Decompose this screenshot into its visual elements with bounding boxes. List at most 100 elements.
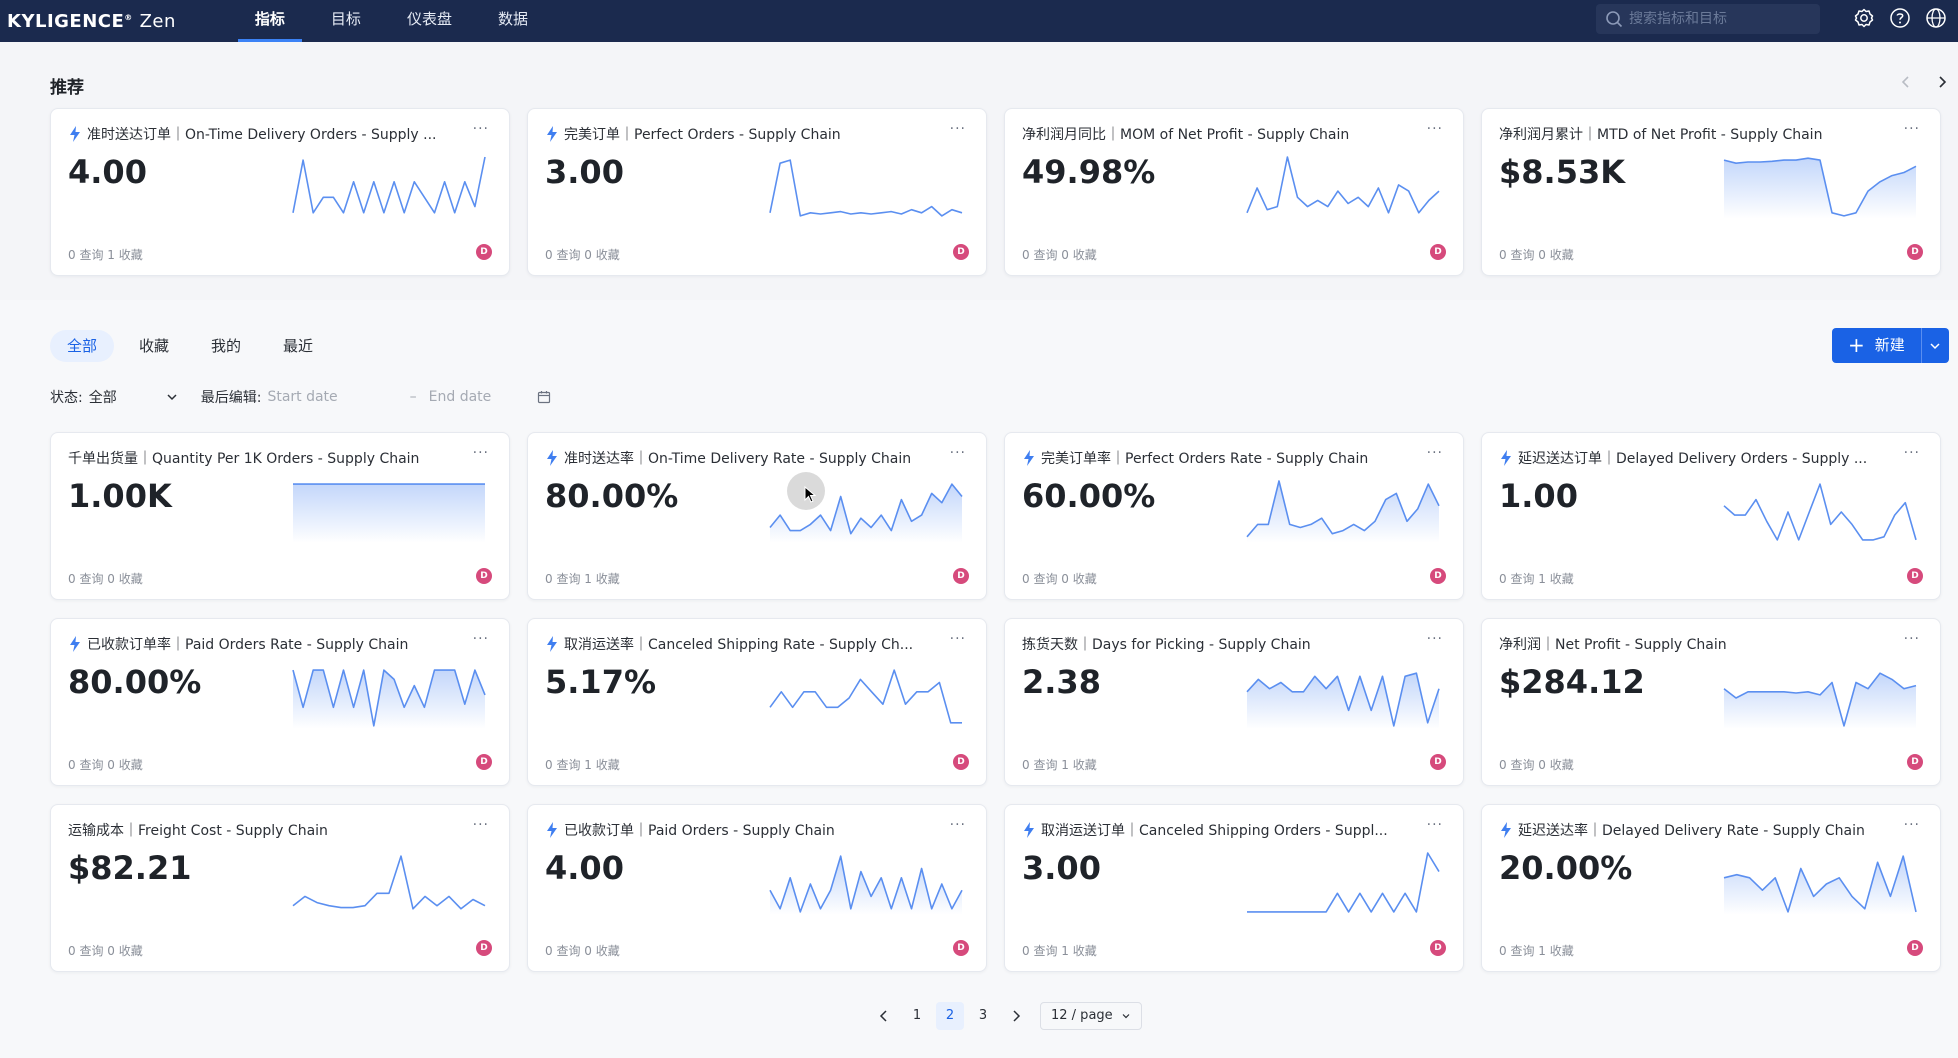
tab-mine[interactable]: 我的 xyxy=(211,337,242,355)
sparkline-chart xyxy=(292,855,486,910)
metric-title[interactable]: 准时送达订单｜On-Time Delivery Orders - Supply … xyxy=(68,124,448,144)
owner-avatar[interactable]: D xyxy=(1907,568,1923,584)
more-options-icon[interactable]: ··· xyxy=(1903,817,1920,833)
metric-card[interactable]: 千单出货量｜Quantity Per 1K Orders - Supply Ch… xyxy=(50,432,510,600)
owner-avatar[interactable]: D xyxy=(1430,568,1446,584)
status-label: 状态: xyxy=(50,390,83,406)
more-options-icon[interactable]: ··· xyxy=(1903,631,1920,647)
more-options-icon[interactable]: ··· xyxy=(1903,445,1920,461)
metric-card[interactable]: 准时送达订单｜On-Time Delivery Orders - Supply … xyxy=(50,108,510,276)
metric-card[interactable]: 净利润月累计｜MTD of Net Profit - Supply Chain ·… xyxy=(1481,108,1941,276)
metric-card[interactable]: 完美订单率｜Perfect Orders Rate - Supply Chain… xyxy=(1004,432,1464,600)
more-options-icon[interactable]: ··· xyxy=(472,121,489,137)
more-options-icon[interactable]: ··· xyxy=(1426,817,1443,833)
chevron-right-icon[interactable] xyxy=(1932,72,1952,92)
owner-avatar[interactable]: D xyxy=(953,568,969,584)
status-select[interactable]: 全部 xyxy=(89,387,179,407)
metric-title-text: 准时送达订单｜On-Time Delivery Orders - Supply … xyxy=(87,127,437,143)
metric-title[interactable]: 净利润月同比｜MOM of Net Profit - Supply Chain xyxy=(1022,124,1402,144)
owner-avatar[interactable]: D xyxy=(476,568,492,584)
owner-avatar[interactable]: D xyxy=(476,754,492,770)
prev-page-icon[interactable] xyxy=(870,1002,898,1030)
metric-title[interactable]: 准时送达率｜On-Time Delivery Rate - Supply Cha… xyxy=(545,448,925,468)
metric-card[interactable]: 延迟送达率｜Delayed Delivery Rate - Supply Cha… xyxy=(1481,804,1941,972)
new-button[interactable]: + 新建 xyxy=(1832,328,1921,363)
more-options-icon[interactable]: ··· xyxy=(1903,121,1920,137)
metric-title[interactable]: 完美订单率｜Perfect Orders Rate - Supply Chain xyxy=(1022,448,1402,468)
more-options-icon[interactable]: ··· xyxy=(1426,445,1443,461)
page-3[interactable]: 3 xyxy=(978,1008,988,1023)
metric-card[interactable]: 已收款订单｜Paid Orders - Supply Chain ··· 4.00 0… xyxy=(527,804,987,972)
metric-title[interactable]: 拣货天数｜Days for Picking - Supply Chain xyxy=(1022,634,1402,654)
metric-card[interactable]: 净利润月同比｜MOM of Net Profit - Supply Chain ·… xyxy=(1004,108,1464,276)
help-icon[interactable] xyxy=(1889,7,1911,29)
owner-avatar[interactable]: D xyxy=(476,940,492,956)
metric-card[interactable]: 取消运送率｜Canceled Shipping Rate - Supply Ch… xyxy=(527,618,987,786)
search-input[interactable] xyxy=(1629,11,1809,27)
gear-icon[interactable] xyxy=(1853,7,1875,29)
metric-title[interactable]: 延迟送达订单｜Delayed Delivery Orders - Supply … xyxy=(1499,448,1879,468)
metric-card[interactable]: 取消运送订单｜Canceled Shipping Orders - Suppl.… xyxy=(1004,804,1464,972)
page-1[interactable]: 1 xyxy=(912,1008,922,1023)
metric-title[interactable]: 已收款订单率｜Paid Orders Rate - Supply Chain xyxy=(68,634,448,654)
end-date-input[interactable]: End date xyxy=(428,389,492,405)
nav-goals[interactable]: 目标 xyxy=(330,10,361,28)
owner-avatar[interactable]: D xyxy=(1430,244,1446,260)
metric-card[interactable]: 准时送达率｜On-Time Delivery Rate - Supply Cha… xyxy=(527,432,987,600)
more-options-icon[interactable]: ··· xyxy=(472,445,489,461)
owner-avatar[interactable]: D xyxy=(1430,754,1446,770)
owner-avatar[interactable]: D xyxy=(1907,940,1923,956)
start-date-input[interactable]: Start date xyxy=(267,389,338,405)
metric-title[interactable]: 千单出货量｜Quantity Per 1K Orders - Supply Ch… xyxy=(68,448,448,468)
globe-icon[interactable] xyxy=(1925,7,1947,29)
more-options-icon[interactable]: ··· xyxy=(1426,631,1443,647)
metric-card[interactable]: 延迟送达订单｜Delayed Delivery Orders - Supply … xyxy=(1481,432,1941,600)
global-search[interactable] xyxy=(1596,4,1820,34)
metric-title[interactable]: 取消运送率｜Canceled Shipping Rate - Supply Ch… xyxy=(545,634,925,654)
metric-card[interactable]: 运输成本｜Freight Cost - Supply Chain ··· $82.2… xyxy=(50,804,510,972)
metric-title[interactable]: 延迟送达率｜Delayed Delivery Rate - Supply Cha… xyxy=(1499,820,1879,840)
metric-card[interactable]: 拣货天数｜Days for Picking - Supply Chain ··· 2… xyxy=(1004,618,1464,786)
app-logo[interactable]: KYLIGENCE® Zen xyxy=(7,10,176,32)
owner-avatar[interactable]: D xyxy=(1430,940,1446,956)
sparkline-chart xyxy=(1246,672,1440,729)
more-options-icon[interactable]: ··· xyxy=(949,631,966,647)
new-dropdown-button[interactable] xyxy=(1920,328,1949,363)
page-2[interactable]: 2 xyxy=(936,1002,964,1030)
owner-avatar[interactable]: D xyxy=(1907,754,1923,770)
metric-title[interactable]: 净利润｜Net Profit - Supply Chain xyxy=(1499,634,1879,654)
page-size-select[interactable]: 12 / page xyxy=(1040,1002,1142,1030)
tab-favorites[interactable]: 收藏 xyxy=(139,337,170,355)
calendar-icon[interactable] xyxy=(537,390,551,404)
tab-all[interactable]: 全部 xyxy=(50,330,115,362)
more-options-icon[interactable]: ··· xyxy=(949,121,966,137)
nav-metrics[interactable]: 指标 xyxy=(237,0,302,42)
chevron-left-icon[interactable] xyxy=(1896,72,1916,92)
more-options-icon[interactable]: ··· xyxy=(949,445,966,461)
lightning-icon xyxy=(547,126,557,142)
owner-avatar[interactable]: D xyxy=(476,244,492,260)
metric-card[interactable]: 完美订单｜Perfect Orders - Supply Chain ··· 3.0… xyxy=(527,108,987,276)
more-options-icon[interactable]: ··· xyxy=(949,817,966,833)
sparkline-chart xyxy=(769,669,962,724)
metric-title[interactable]: 完美订单｜Perfect Orders - Supply Chain xyxy=(545,124,925,144)
metric-title[interactable]: 取消运送订单｜Canceled Shipping Orders - Suppl.… xyxy=(1022,820,1402,840)
owner-avatar[interactable]: D xyxy=(953,940,969,956)
metric-card[interactable]: 净利润｜Net Profit - Supply Chain ··· $284.12 0… xyxy=(1481,618,1941,786)
tab-recent[interactable]: 最近 xyxy=(283,337,314,355)
metric-title[interactable]: 净利润月累计｜MTD of Net Profit - Supply Chain xyxy=(1499,124,1879,144)
nav-dashboard[interactable]: 仪表盘 xyxy=(406,10,452,28)
metric-card[interactable]: 已收款订单率｜Paid Orders Rate - Supply Chain ··… xyxy=(50,618,510,786)
metric-title[interactable]: 运输成本｜Freight Cost - Supply Chain xyxy=(68,820,448,840)
more-options-icon[interactable]: ··· xyxy=(1426,121,1443,137)
nav-data[interactable]: 数据 xyxy=(497,10,528,28)
sparkline-line xyxy=(292,855,486,910)
more-options-icon[interactable]: ··· xyxy=(472,631,489,647)
next-page-icon[interactable] xyxy=(1002,1002,1030,1030)
metric-title[interactable]: 已收款订单｜Paid Orders - Supply Chain xyxy=(545,820,925,840)
more-options-icon[interactable]: ··· xyxy=(472,817,489,833)
owner-avatar[interactable]: D xyxy=(1907,244,1923,260)
owner-avatar[interactable]: D xyxy=(953,754,969,770)
owner-avatar[interactable]: D xyxy=(953,244,969,260)
main-nav: 指标 目标 仪表盘 数据 xyxy=(237,0,557,42)
